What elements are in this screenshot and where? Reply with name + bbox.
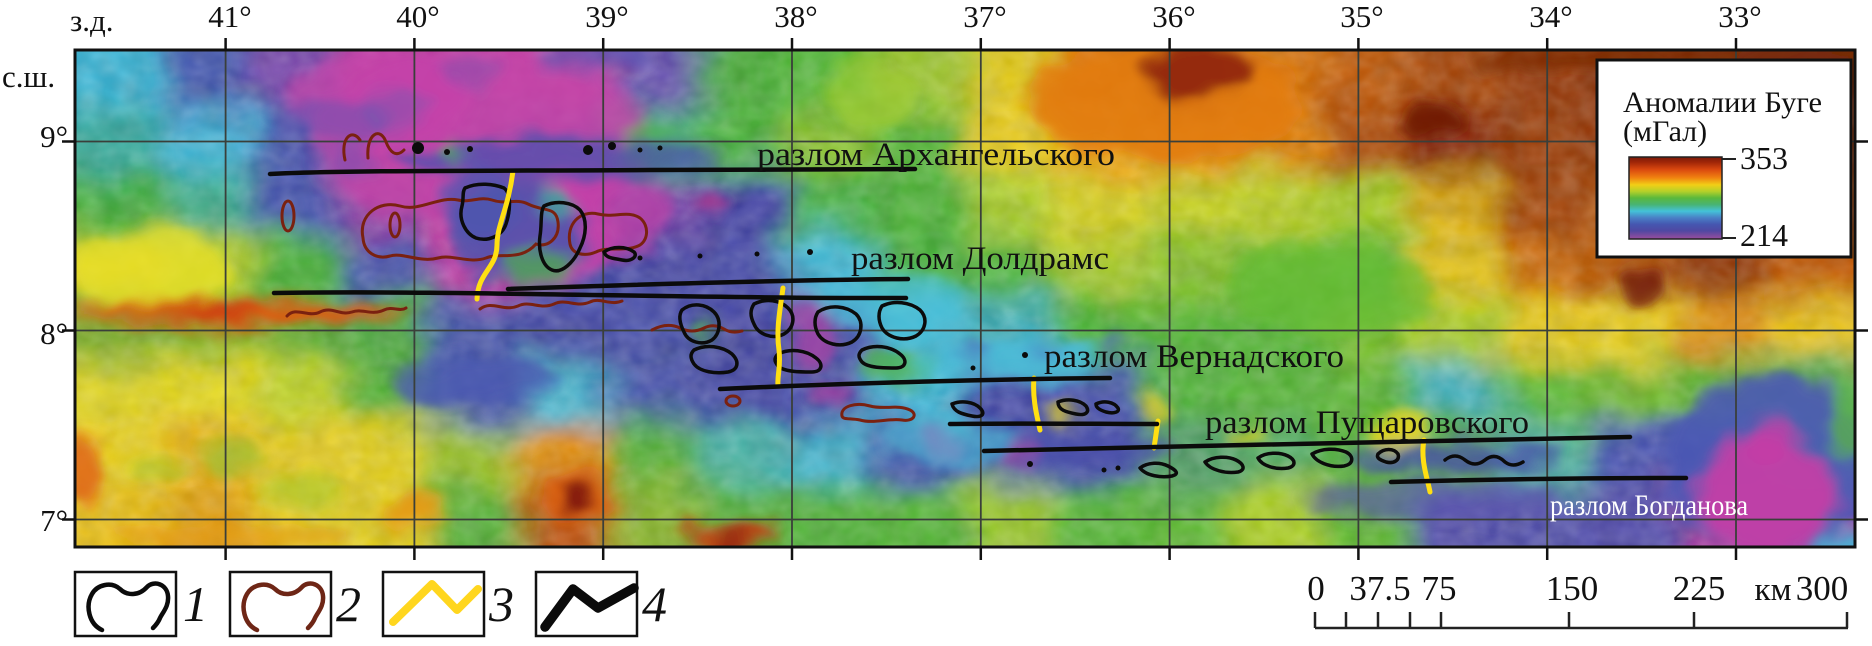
svg-text:300: 300 (1796, 569, 1849, 608)
svg-text:41°: 41° (208, 0, 251, 34)
svg-text:150: 150 (1546, 569, 1599, 608)
svg-text:353: 353 (1740, 140, 1788, 176)
svg-text:40°: 40° (396, 0, 439, 34)
svg-text:4: 4 (642, 576, 667, 632)
svg-text:Аномалии Буге: Аномалии Буге (1623, 86, 1822, 119)
svg-text:(мГал): (мГал) (1623, 115, 1707, 148)
svg-text:разлом Архангельского: разлом Архангельского (757, 137, 1115, 173)
svg-text:38°: 38° (774, 0, 817, 34)
svg-text:с.ш.: с.ш. (2, 59, 55, 94)
svg-text:з.д.: з.д. (70, 3, 114, 38)
svg-text:75: 75 (1422, 569, 1457, 608)
svg-text:8°: 8° (40, 316, 68, 351)
svg-text:214: 214 (1740, 217, 1788, 253)
svg-text:39°: 39° (585, 0, 628, 34)
svg-text:33°: 33° (1718, 0, 1761, 34)
svg-text:3: 3 (488, 576, 514, 632)
svg-text:разлом Богданова: разлом Богданова (1550, 489, 1748, 522)
svg-text:км: км (1755, 572, 1792, 608)
svg-text:разлом Вернадского: разлом Вернадского (1044, 339, 1344, 375)
svg-text:разлом Пущаровского: разлом Пущаровского (1205, 405, 1529, 441)
svg-text:0: 0 (1307, 569, 1325, 608)
svg-text:9°: 9° (40, 119, 68, 154)
svg-text:34°: 34° (1529, 0, 1572, 34)
svg-text:7°: 7° (40, 503, 68, 538)
svg-text:37.5: 37.5 (1349, 569, 1410, 608)
svg-text:225: 225 (1673, 569, 1726, 608)
svg-text:36°: 36° (1152, 0, 1195, 34)
svg-text:2: 2 (336, 576, 361, 632)
svg-text:35°: 35° (1340, 0, 1383, 34)
svg-text:разлом Долдрамс: разлом Долдрамс (851, 241, 1109, 277)
svg-text:37°: 37° (963, 0, 1006, 34)
svg-text:1: 1 (183, 576, 208, 632)
